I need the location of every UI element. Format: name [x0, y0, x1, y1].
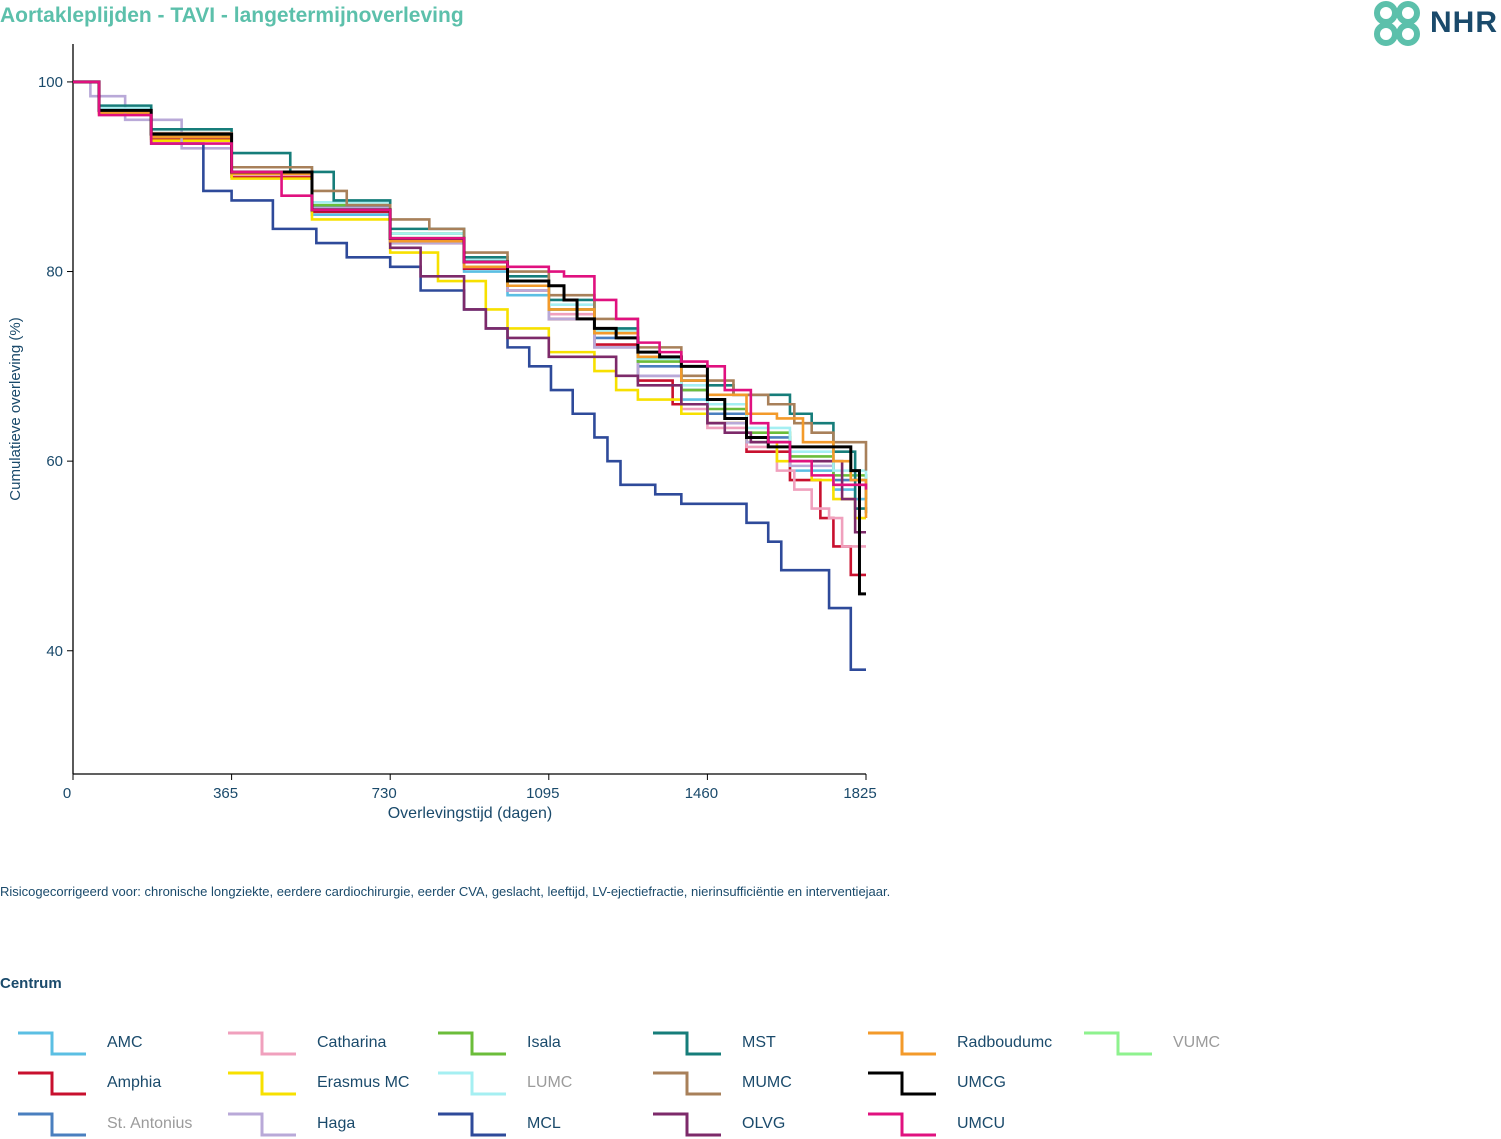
- y-tick-label: 60: [46, 453, 63, 470]
- legend-item-lumc: LUMC: [436, 1058, 646, 1098]
- legend-swatch: [228, 1071, 296, 1096]
- legend-label: Catharina: [317, 1034, 387, 1051]
- legend-title: Centrum: [0, 975, 62, 992]
- legend-step-icon: [438, 1071, 506, 1096]
- legend-step-icon: [868, 1112, 936, 1137]
- legend-item-catharina: Catharina: [226, 1018, 436, 1058]
- legend-swatch: [653, 1031, 721, 1056]
- legend-item-haga: Haga: [226, 1099, 436, 1139]
- x-tick-label: 730: [372, 785, 397, 802]
- legend-item-mcl: MCL: [436, 1099, 646, 1139]
- legend-item-amphia: Amphia: [16, 1058, 226, 1098]
- nhr-logo-mark: [1374, 1, 1420, 46]
- legend-swatch: [868, 1112, 936, 1137]
- legend-item-vumc: VUMC: [1082, 1018, 1292, 1058]
- series-line-radboudumc: [73, 80, 868, 519]
- survival-chart: 40 60 80 100 0 365 730 1095 1460 1825 Overlevings…: [7, 44, 877, 822]
- legend-step-icon: [18, 1112, 86, 1137]
- legend-label: MUMC: [742, 1074, 792, 1091]
- legend-step-icon: [438, 1112, 506, 1137]
- legend-item-erasmus-mc: Erasmus MC: [226, 1058, 436, 1098]
- legend-label: Haga: [317, 1115, 356, 1132]
- legend-step-icon: [18, 1071, 86, 1096]
- legend-swatch: [18, 1071, 86, 1096]
- legend-label: Radboudumc: [957, 1034, 1053, 1051]
- x-tick-label: 365: [213, 785, 238, 802]
- legend-swatch: [868, 1031, 936, 1056]
- legend-item-isala: Isala: [436, 1018, 646, 1058]
- y-tick-label: 80: [46, 264, 63, 281]
- legend-label: MCL: [527, 1115, 561, 1132]
- legend-swatch: [438, 1071, 506, 1096]
- legend-step-icon: [438, 1031, 506, 1056]
- legend-item-olvg: OLVG: [651, 1099, 861, 1139]
- legend-item-mst: MST: [651, 1018, 861, 1058]
- legend-item-st-antonius: St. Antonius: [16, 1099, 226, 1139]
- chart-lines: [73, 80, 868, 672]
- legend-step-icon: [868, 1031, 936, 1056]
- legend-item-mumc: MUMC: [651, 1058, 861, 1098]
- logo-text: NHR: [1430, 6, 1498, 39]
- series-line-mcl: [73, 80, 866, 672]
- legend-label: Isala: [527, 1034, 561, 1051]
- legend-step-icon: [18, 1031, 86, 1056]
- legend-label: LUMC: [527, 1074, 573, 1091]
- legend-item-radboudumc: Radboudumc: [866, 1018, 1076, 1058]
- legend-step-icon: [1084, 1031, 1152, 1056]
- legend-step-icon: [228, 1112, 296, 1137]
- series-line-amphia: [73, 80, 866, 577]
- legend-label: OLVG: [742, 1115, 786, 1132]
- x-tick-label: 1460: [685, 785, 718, 802]
- legend-step-icon: [228, 1071, 296, 1096]
- nhr-logo: [1374, 1, 1420, 46]
- legend-swatch: [1084, 1031, 1152, 1056]
- legend-item-umcu: UMCU: [866, 1099, 1076, 1139]
- x-tick-label: 0: [63, 785, 71, 802]
- y-tick-label: 100: [38, 74, 63, 91]
- legend-label: St. Antonius: [107, 1115, 193, 1132]
- legend-label: UMCU: [957, 1115, 1005, 1132]
- legend-step-icon: [868, 1071, 936, 1096]
- series-line-mumc: [73, 80, 868, 471]
- legend-item-umcg: UMCG: [866, 1058, 1076, 1098]
- legend-swatch: [438, 1031, 506, 1056]
- legend-swatch: [653, 1071, 721, 1096]
- x-tick-label: 1095: [526, 785, 559, 802]
- legend-swatch: [228, 1112, 296, 1137]
- legend-swatch: [653, 1112, 721, 1137]
- x-axis-label: Overlevingstijd (dagen): [388, 805, 553, 822]
- legend-label: VUMC: [1173, 1034, 1221, 1051]
- x-tick-label: 1825: [843, 785, 876, 802]
- y-axis-label: Cumulatieve overleving (%): [7, 317, 24, 500]
- risk-adjustment-note: Risicogecorrigeerd voor: chronische long…: [0, 884, 891, 899]
- legend-label: Amphia: [107, 1074, 162, 1091]
- legend-step-icon: [653, 1071, 721, 1096]
- legend-step-icon: [653, 1031, 721, 1056]
- legend-step-icon: [228, 1031, 296, 1056]
- series-line-umcu: [73, 80, 868, 490]
- legend-label: MST: [742, 1034, 776, 1051]
- legend-label: Erasmus MC: [317, 1074, 410, 1091]
- legend-label: AMC: [107, 1034, 143, 1051]
- legend-step-icon: [653, 1112, 721, 1137]
- legend-swatch: [228, 1031, 296, 1056]
- series-line-catharina: [73, 80, 866, 548]
- legend-item-amc: AMC: [16, 1018, 226, 1058]
- legend-swatch: [18, 1031, 86, 1056]
- page-title: Aortakleplijden - TAVI - langetermijnove…: [0, 4, 464, 27]
- chart-axes: 40 60 80 100 0 365 730 1095 1460 1825: [38, 44, 877, 802]
- y-tick-label: 40: [46, 643, 63, 660]
- legend-swatch: [438, 1112, 506, 1137]
- legend-swatch: [868, 1071, 936, 1096]
- legend-swatch: [18, 1112, 86, 1137]
- legend: AMC Amphia St. Antonius Catharina Erasmus MC…: [0, 1018, 1501, 1137]
- legend-label: UMCG: [957, 1074, 1006, 1091]
